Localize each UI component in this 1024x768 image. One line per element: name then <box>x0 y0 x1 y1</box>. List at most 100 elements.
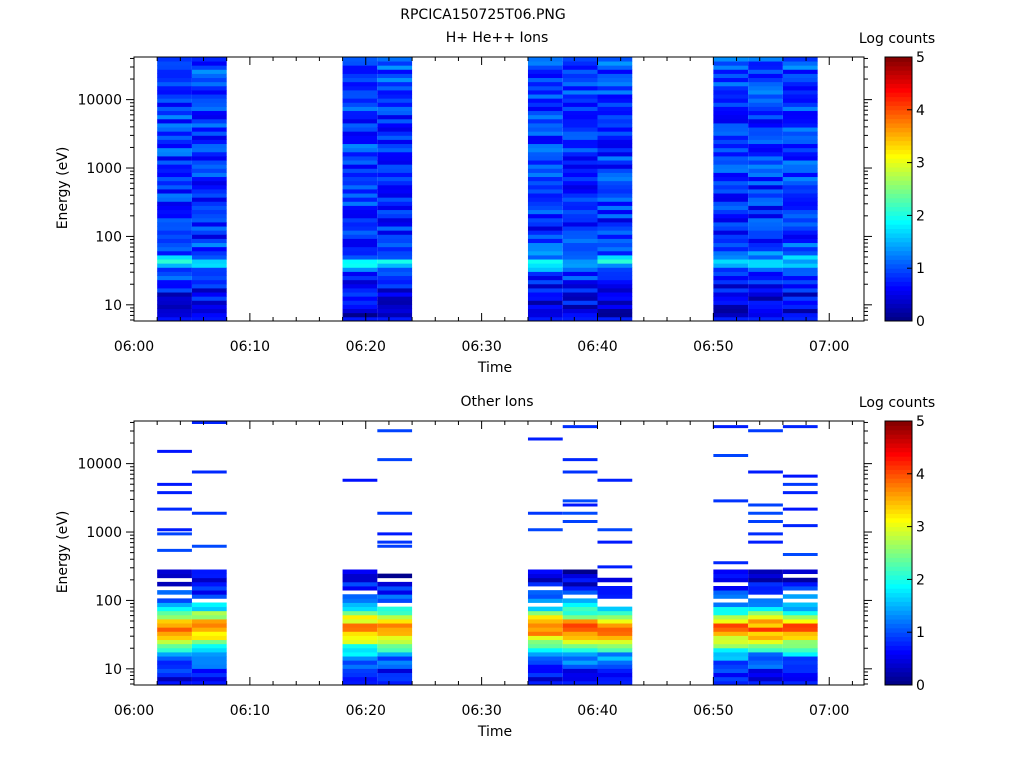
heatmap-cell <box>191 201 227 206</box>
heatmap-cell <box>748 520 783 523</box>
heatmap-cell <box>782 143 818 149</box>
heatmap-cell <box>713 61 749 66</box>
heatmap-cell <box>191 635 227 641</box>
heatmap-cell <box>748 288 783 293</box>
heatmap-cell <box>562 102 598 107</box>
heatmap-cell <box>377 619 413 624</box>
colorbar-segment <box>885 632 912 638</box>
colorbar-segment <box>885 153 912 159</box>
heatmap-cell <box>342 139 378 145</box>
heatmap-cell <box>342 602 378 608</box>
heatmap-cell <box>782 288 818 293</box>
colorbar-segment <box>885 478 912 484</box>
heatmap-cell <box>342 151 378 157</box>
heatmap-cell <box>597 288 633 293</box>
heatmap-cell <box>597 614 633 620</box>
heatmap-cell <box>782 184 818 190</box>
heatmap-cell <box>157 217 192 223</box>
heatmap-cell <box>562 499 598 503</box>
colorbar-segment <box>885 614 912 620</box>
heatmap-cell <box>342 65 378 70</box>
heatmap-cell <box>157 590 192 595</box>
heatmap-cell <box>342 213 378 219</box>
heatmap-cell <box>157 147 192 153</box>
heatmap-cell <box>713 267 749 272</box>
heatmap-cell <box>713 168 749 173</box>
heatmap-cell <box>342 656 378 661</box>
heatmap-cell <box>342 222 378 227</box>
heatmap-cell <box>191 131 227 136</box>
y-tick-label: 1000 <box>86 161 122 177</box>
colorbar-label: Log counts <box>859 31 935 47</box>
colorbar-segment <box>885 605 912 611</box>
heatmap-cell <box>342 114 378 120</box>
heatmap-cell <box>342 296 378 301</box>
heatmap-cell <box>782 77 818 83</box>
heatmap-cell <box>342 176 378 182</box>
y-tick-label: 10 <box>104 662 122 678</box>
heatmap-cell <box>157 263 192 268</box>
heatmap-cell <box>713 656 749 661</box>
colorbar-segment <box>885 601 912 607</box>
heatmap-cell <box>157 482 192 486</box>
heatmap-cell <box>748 123 783 128</box>
colorbar-segment <box>885 456 912 462</box>
heatmap-cell <box>527 292 563 297</box>
heatmap-cell <box>191 118 227 124</box>
heatmap-cell <box>191 283 227 289</box>
heatmap-cell <box>782 164 818 169</box>
colorbar-segment <box>885 171 912 177</box>
heatmap-cell <box>342 639 378 645</box>
heatmap-cell <box>157 69 192 74</box>
heatmap-cell <box>782 524 818 528</box>
heatmap-cell <box>157 242 192 248</box>
heatmap-cell <box>527 197 563 202</box>
heatmap-cell <box>748 429 783 433</box>
colorbar-segment <box>885 184 912 190</box>
colorbar-segment <box>885 215 912 221</box>
heatmap-cell <box>191 172 227 178</box>
heatmap-cell <box>562 61 598 66</box>
heatmap-cell <box>782 664 818 669</box>
heatmap-cell <box>527 131 563 136</box>
heatmap-cell <box>713 201 749 206</box>
heatmap-cell <box>377 197 413 202</box>
heatmap-cell <box>562 94 598 99</box>
heatmap-cell <box>191 193 227 198</box>
heatmap-cell <box>597 606 633 612</box>
heatmap-cell <box>597 65 633 70</box>
heatmap-cell <box>191 180 227 186</box>
colorbar-segment <box>885 425 912 431</box>
heatmap-cell <box>191 57 227 62</box>
heatmap-cell <box>748 643 783 649</box>
heatmap-cell <box>342 676 378 682</box>
heatmap-cell <box>597 230 633 235</box>
heatmap-cell <box>597 680 633 686</box>
heatmap-cell <box>782 217 818 223</box>
heatmap-cell <box>782 304 818 310</box>
heatmap-cell <box>342 627 378 632</box>
heatmap-cell <box>191 672 227 678</box>
heatmap-cell <box>157 139 192 145</box>
heatmap-cell <box>562 511 598 515</box>
heatmap-cell <box>377 164 413 169</box>
heatmap-cell <box>527 189 563 194</box>
heatmap-cell <box>782 85 818 91</box>
panel-h-he-ions: H+ He++ Ions Log counts Time Energy (eV)… <box>55 30 935 376</box>
heatmap-cell <box>713 296 749 301</box>
heatmap-cell <box>713 205 749 211</box>
heatmap-cell <box>527 312 563 318</box>
heatmap-cell <box>157 168 192 173</box>
heatmap-cell <box>597 127 633 132</box>
heatmap-cell <box>748 151 783 157</box>
colorbar-segment <box>885 526 912 532</box>
colorbar-segment <box>885 101 912 106</box>
heatmap-cell <box>157 57 192 62</box>
heatmap-cell <box>157 639 192 645</box>
colorbar-segment <box>885 680 912 686</box>
heatmap-cell <box>713 222 749 227</box>
heatmap-cell <box>377 259 413 264</box>
heatmap-cell <box>377 275 413 281</box>
heatmap-cell <box>527 660 563 665</box>
heatmap-cell <box>527 680 563 686</box>
